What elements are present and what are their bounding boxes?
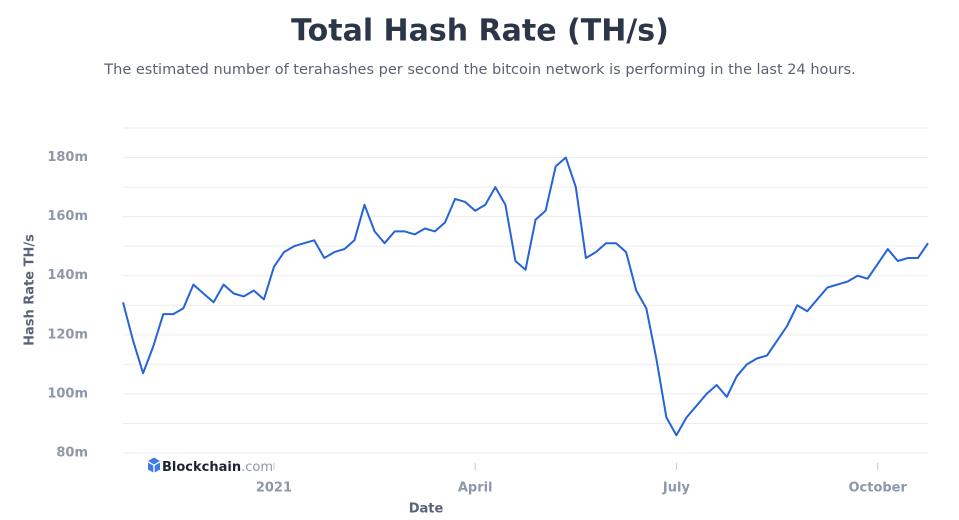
x-tick-label: July — [662, 481, 691, 496]
chart-subtitle: The estimated number of terahashes per s… — [103, 62, 855, 78]
chart-title: Total Hash Rate (TH/s) — [291, 14, 669, 49]
watermark-suffix: .com — [241, 460, 273, 475]
x-tick-label: October — [848, 481, 907, 496]
data-line — [122, 156, 929, 437]
y-tick-label: 80m — [56, 446, 88, 461]
x-axis-label: Date — [409, 502, 444, 517]
y-axis-label: Hash Rate TH/s — [23, 234, 38, 346]
y-tick-label: 160m — [47, 209, 88, 224]
y-tick-label: 100m — [47, 386, 88, 401]
watermark-brand-text: Blockchain — [162, 460, 241, 475]
x-tick-label: April — [458, 481, 493, 496]
y-tick-label: 180m — [47, 150, 88, 165]
watermark: Blockchain.com — [148, 457, 273, 475]
y-tick-label: 140m — [47, 268, 88, 283]
watermark-brand: Blockchain.com — [162, 460, 273, 475]
watermark-logo — [148, 457, 160, 473]
x-tick-label: 2021 — [256, 481, 292, 496]
y-tick-label: 120m — [47, 327, 88, 342]
